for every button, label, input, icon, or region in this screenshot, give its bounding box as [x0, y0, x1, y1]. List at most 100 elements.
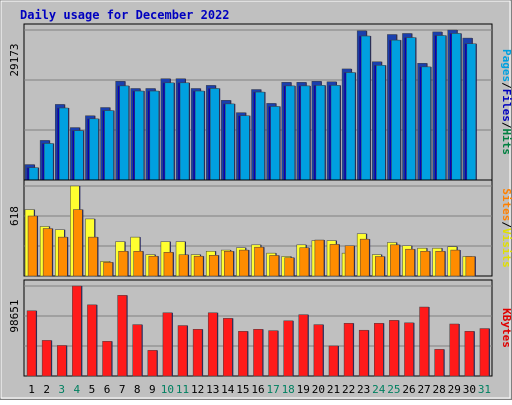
- day-label-28: 28: [433, 383, 446, 396]
- bar-kbytes-day-28: [434, 349, 444, 377]
- day-label-17: 17: [266, 383, 279, 396]
- bar-kbytes-day-7: [117, 295, 127, 377]
- bar-pages-day-2: [43, 143, 54, 181]
- bar-sites-day-5: [88, 236, 98, 277]
- legend-sites: Sites: [500, 188, 512, 221]
- legend-hits: Hits: [500, 129, 512, 156]
- bar-kbytes-day-14: [223, 318, 233, 377]
- bar-sites-day-16: [254, 246, 264, 277]
- bar-pages-day-28: [436, 35, 446, 181]
- bar-sites-day-10: [163, 252, 174, 277]
- hits-files-pages-panel: 29173 Pages/Files/Hits: [8, 23, 512, 181]
- bar-kbytes-day-31: [479, 328, 490, 377]
- legend: Pages/Files/Hits: [500, 49, 512, 155]
- bar-pages-day-11: [179, 82, 190, 181]
- day-label-1: 1: [28, 383, 35, 396]
- day-label-13: 13: [206, 383, 219, 396]
- bar-pages-day-23: [360, 35, 371, 181]
- day-label-19: 19: [297, 383, 310, 396]
- bar-pages-day-6: [104, 110, 114, 181]
- bar-sites-day-19: [299, 247, 310, 277]
- day-label-11: 11: [176, 383, 189, 396]
- bar-sites-day-6: [103, 262, 113, 277]
- day-label-14: 14: [221, 383, 235, 396]
- bar-pages-day-13: [209, 88, 220, 181]
- bar-kbytes-day-17: [268, 330, 278, 377]
- day-label-18: 18: [282, 383, 295, 396]
- bar-pages-day-18: [285, 85, 295, 181]
- bar-sites-day-17: [269, 255, 279, 277]
- day-label-7: 7: [119, 383, 126, 396]
- day-label-4: 4: [74, 383, 81, 396]
- bar-pages-day-5: [89, 118, 99, 181]
- bar-pages-day-19: [300, 85, 311, 181]
- bar-kbytes-day-1: [26, 310, 37, 377]
- bar-pages-day-15: [240, 115, 250, 181]
- day-label-29: 29: [448, 383, 461, 396]
- day-label-27: 27: [417, 383, 430, 396]
- bar-sites-day-27: [420, 250, 430, 277]
- day-label-2: 2: [43, 383, 50, 396]
- legend-visits: Visits: [500, 228, 512, 268]
- bar-kbytes-day-24: [374, 323, 384, 377]
- bar-sites-day-25: [390, 244, 400, 277]
- day-label-6: 6: [104, 383, 111, 396]
- day-label-30: 30: [463, 383, 476, 396]
- bar-pages-day-3: [58, 107, 69, 181]
- y-max-label: 29173: [8, 43, 21, 76]
- bar-sites-day-11: [178, 254, 189, 277]
- bar-kbytes-day-27: [419, 306, 429, 377]
- kbytes-panel: 98651 KBytes: [8, 279, 512, 377]
- bar-kbytes-day-2: [41, 340, 52, 377]
- day-label-20: 20: [312, 383, 325, 396]
- bar-kbytes-day-23: [358, 329, 369, 377]
- bar-sites-day-4: [73, 209, 83, 277]
- visits-sites-panel: 618 Sites/Visits: [8, 179, 512, 277]
- bar-sites-day-8: [133, 250, 143, 277]
- bar-sites-day-7: [118, 250, 128, 277]
- bar-sites-day-1: [27, 215, 38, 277]
- bar-kbytes-day-25: [389, 320, 399, 377]
- bar-pages-day-8: [134, 90, 144, 181]
- bar-kbytes-day-15: [238, 331, 248, 377]
- bar-sites-day-13: [208, 255, 219, 277]
- day-label-12: 12: [191, 383, 204, 396]
- legend-separator: /: [500, 82, 512, 89]
- y-max-label: 98651: [8, 299, 21, 332]
- day-label-16: 16: [251, 383, 264, 396]
- bar-sites-day-30: [465, 256, 476, 277]
- day-label-21: 21: [327, 383, 340, 396]
- legend-files: Files: [500, 89, 512, 122]
- bar-sites-day-3: [57, 236, 68, 277]
- bar-sites-day-23: [359, 238, 370, 277]
- bar-sites-day-9: [148, 255, 159, 277]
- bar-kbytes-day-11: [177, 325, 188, 377]
- bar-kbytes-day-18: [283, 320, 293, 377]
- day-label-3: 3: [58, 383, 65, 396]
- day-label-5: 5: [89, 383, 96, 396]
- bar-kbytes-day-21: [328, 345, 339, 377]
- bar-sites-day-26: [405, 248, 415, 277]
- day-label-15: 15: [236, 383, 249, 396]
- bar-kbytes-day-13: [207, 312, 218, 377]
- legend: KBytes: [500, 308, 512, 348]
- bar-pages-day-25: [391, 39, 401, 181]
- bar-kbytes-day-22: [343, 323, 354, 377]
- bar-sites-day-18: [284, 257, 294, 277]
- bar-kbytes-day-5: [87, 304, 97, 377]
- bar-kbytes-day-12: [192, 329, 203, 377]
- bar-kbytes-day-3: [56, 345, 67, 377]
- legend-separator: /: [500, 221, 512, 228]
- bar-pages-day-10: [164, 82, 175, 181]
- bar-sites-day-22: [344, 245, 355, 277]
- day-label-10: 10: [161, 383, 174, 396]
- day-label-31: 31: [478, 383, 491, 396]
- bar-kbytes-day-26: [404, 322, 414, 377]
- bar-pages-day-26: [406, 37, 416, 181]
- day-label-9: 9: [149, 383, 156, 396]
- bar-pages-day-4: [74, 130, 84, 181]
- bar-pages-day-1: [28, 167, 39, 181]
- bar-pages-day-7: [119, 85, 129, 181]
- day-label-25: 25: [387, 383, 400, 396]
